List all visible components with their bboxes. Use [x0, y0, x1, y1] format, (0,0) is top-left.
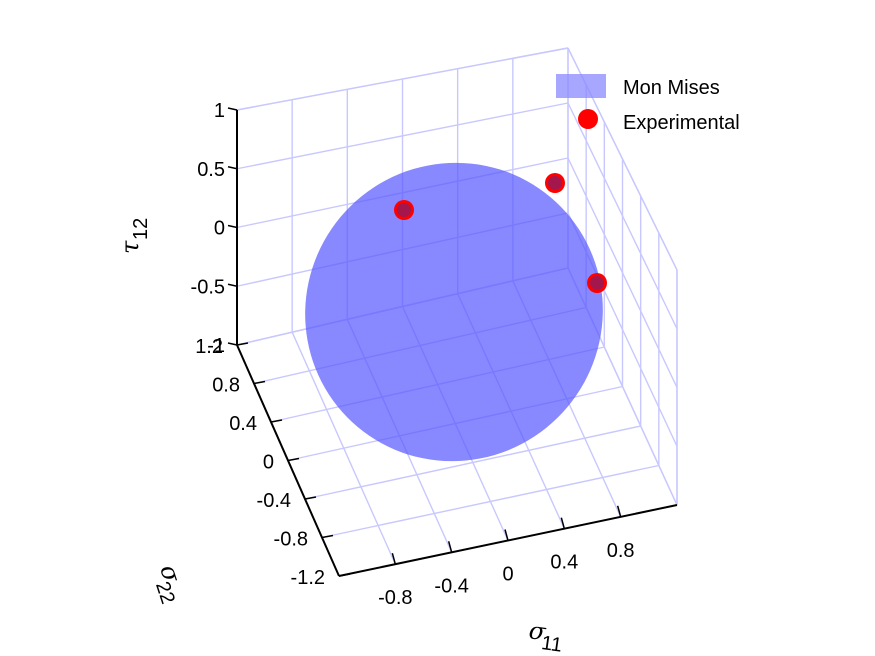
svg-text:12: 12 [130, 218, 152, 240]
floor-grid-line-y [304, 425, 641, 500]
z-tick-mark [227, 283, 238, 287]
floor-grid-line-y [321, 464, 659, 539]
back-wall-grid-line-z [236, 102, 569, 170]
x-tick-label: 0.8 [607, 540, 635, 562]
y-tick-label: 1.2 [195, 336, 223, 358]
z-tick-label: -1 [207, 335, 225, 357]
x-tick-mark [560, 517, 566, 529]
y-tick-mark [236, 342, 249, 346]
y-tick-label: 0 [263, 452, 274, 474]
y-axis-label: σ 22 [151, 561, 186, 607]
y-tick-mark [270, 419, 283, 423]
x-tick-mark [391, 552, 397, 565]
z-tick-mark [227, 107, 238, 111]
z-tick-labels: 1 0.5 0 -0.5 -1 [191, 100, 238, 357]
x-tick-label: -0.4 [434, 575, 468, 597]
z-tick-mark [227, 342, 238, 346]
z-tick-label: -0.5 [191, 276, 225, 298]
y-tick-label: -0.8 [274, 529, 308, 551]
y-tick-mark [321, 534, 334, 539]
y-tick-label: 0.8 [212, 375, 240, 397]
experimental-points [394, 173, 607, 293]
y-tick-label: -0.4 [257, 490, 291, 512]
experimental-point-overlay [548, 176, 562, 190]
y-tick-label: 0.4 [229, 413, 257, 435]
svg-text:τ: τ [116, 240, 144, 254]
legend-marker-experimental [578, 109, 598, 129]
svg-text:22: 22 [151, 579, 179, 607]
side-wall-grid-line-z [567, 102, 678, 330]
x-tick-label: 0.4 [550, 552, 578, 574]
y-tick-label: -1.2 [291, 567, 325, 589]
x-tick-mark [616, 505, 622, 518]
z-tick-label: 1 [214, 100, 225, 122]
legend-label-experimental: Experimental [623, 112, 740, 134]
x-tick-label: -0.8 [378, 587, 412, 609]
x-tick-label: 0 [502, 564, 513, 586]
z-tick-mark [227, 224, 238, 229]
svg-text:σ: σ [527, 616, 548, 646]
z-axis-label: τ 12 [116, 218, 152, 254]
z-tick-label: 0.5 [197, 159, 225, 181]
y-tick-mark [287, 457, 300, 462]
x-tick-mark [447, 541, 453, 553]
top-edge-back [236, 47, 569, 111]
side-wall-grid-line-z [567, 157, 678, 388]
mon-mises-surface [305, 162, 603, 462]
y-tick-mark [253, 380, 266, 385]
y-tick-mark [304, 496, 317, 500]
legend-label-mon-mises: Mon Mises [623, 77, 720, 99]
legend-swatch-mon-mises [556, 74, 606, 98]
y-tick-mark [338, 573, 351, 577]
legend: Mon Mises Experimental [556, 74, 740, 134]
x-tick-mark [504, 529, 509, 541]
x-tick-labels: -0.8 -0.4 0 0.4 0.8 [378, 505, 635, 609]
experimental-point-overlay [590, 276, 604, 290]
z-tick-mark [227, 166, 238, 170]
z-tick-label: 0 [214, 218, 225, 240]
svg-text:11: 11 [540, 632, 564, 656]
y-tick-labels: 1.2 0.8 0.4 0 -0.4 -0.8 -1.2 [195, 336, 351, 589]
x-axis-label: σ 11 [527, 616, 564, 656]
experimental-point-overlay [397, 203, 411, 217]
